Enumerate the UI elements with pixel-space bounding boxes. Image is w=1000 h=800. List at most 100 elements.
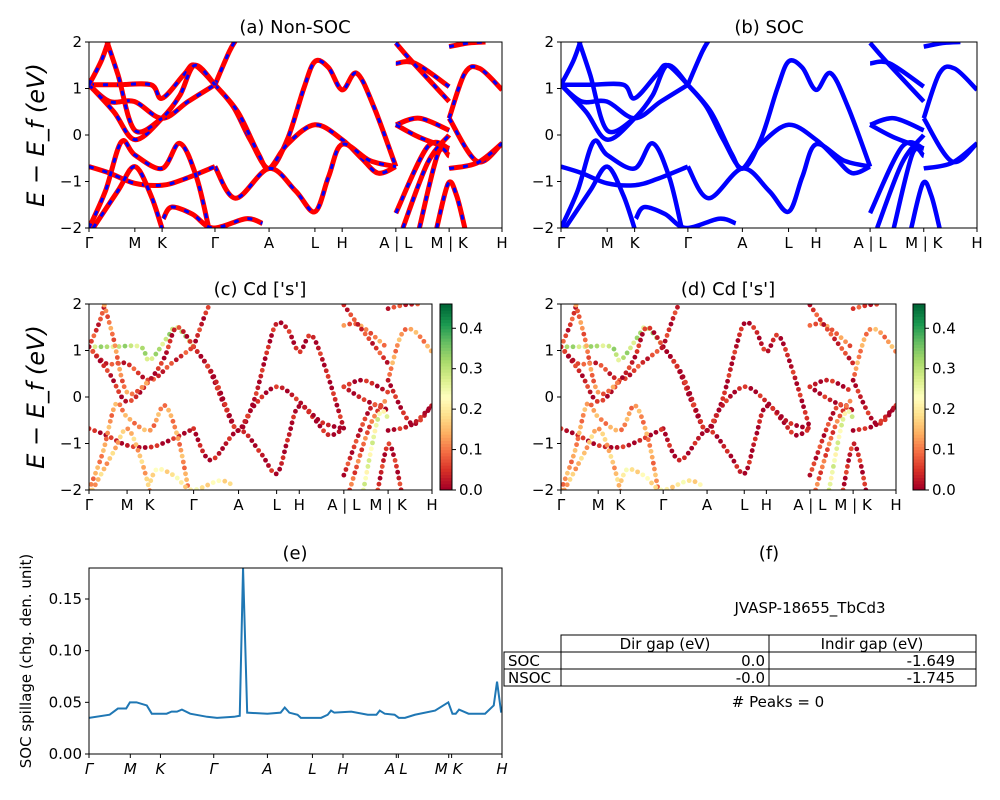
projection-point [696, 413, 701, 419]
xtick-label-a: A [264, 234, 275, 252]
projection-point [262, 356, 268, 362]
projection-point [362, 416, 368, 422]
projection-point [637, 437, 643, 443]
projection-point [171, 327, 177, 333]
projection-point [631, 368, 637, 374]
projection-point [838, 335, 844, 341]
projection-point [235, 428, 241, 433]
projection-point [868, 415, 874, 421]
projection-point [116, 389, 122, 395]
band-line [909, 179, 942, 228]
colorbar-segment [913, 428, 925, 432]
projection-point [644, 431, 650, 437]
projection-point [227, 436, 232, 442]
row-label-soc: SOC [508, 652, 540, 670]
projection-point [391, 354, 397, 360]
projection-point [96, 322, 101, 328]
projection-point [259, 394, 265, 400]
projection-point [92, 482, 98, 488]
projection-point [574, 442, 579, 448]
projection-point [113, 383, 119, 389]
projection-point [561, 426, 564, 432]
colorbar-c: 0.0 0.1 0.2 0.3 0.4 [439, 303, 483, 499]
projection-point [868, 304, 874, 308]
projection-point [573, 304, 579, 308]
projection-point [631, 340, 637, 346]
projection-point [570, 453, 576, 459]
projection-point [329, 385, 335, 391]
projection-point [840, 416, 846, 422]
projection-point [843, 339, 848, 345]
projection-point [595, 389, 601, 395]
colorbar-segment [440, 372, 452, 376]
band-line [434, 179, 468, 228]
projection-point [862, 304, 868, 309]
projection-point [383, 446, 389, 452]
projection-point [606, 448, 612, 454]
projection-point [802, 410, 808, 415]
projection-point [258, 373, 264, 379]
colorbar-segment [913, 362, 925, 367]
projection-point [207, 457, 213, 463]
colorbar-segment [440, 397, 452, 401]
xtick-label-d: A | L [793, 496, 827, 514]
projection-point [229, 418, 235, 424]
colorbar-segment [440, 403, 452, 407]
projection-point [850, 428, 856, 433]
projection-point [101, 466, 107, 472]
colorbar-segment [440, 437, 452, 441]
projection-point [614, 445, 620, 450]
colorbar-segment [913, 452, 925, 457]
projection-point [878, 330, 883, 336]
projection-point [581, 331, 587, 337]
colorbar-segment [913, 331, 925, 336]
projection-point [741, 321, 747, 327]
projection-point [103, 436, 109, 442]
band-line-dash [89, 165, 216, 188]
projection-point [264, 350, 270, 356]
projection-point [610, 384, 616, 390]
ytick-label-e: 0.05 [49, 693, 82, 711]
colorbar-segment [440, 325, 452, 330]
projection-point [241, 429, 247, 435]
projection-point [408, 326, 414, 332]
projection-point [249, 438, 255, 443]
projection-point [704, 428, 710, 433]
projection-point [109, 361, 115, 367]
projection-point [650, 460, 656, 466]
xtick-label-e: A [261, 760, 272, 778]
projection-point [774, 409, 780, 415]
projection-point [714, 434, 720, 439]
projection-point [357, 427, 363, 433]
projection-point [194, 349, 200, 354]
colorbar-segment [913, 359, 925, 364]
colorbar-segment [440, 328, 452, 333]
projection-point [613, 427, 619, 433]
projection-point [117, 434, 123, 440]
projection-point [365, 464, 371, 469]
projection-point [665, 437, 670, 443]
projection-point [116, 361, 121, 366]
projection-point [291, 414, 296, 420]
projection-point [616, 482, 622, 488]
colorbar-segment [913, 418, 925, 423]
projection-point [882, 334, 888, 340]
projection-point [245, 433, 251, 439]
xtick-label-e: L [399, 760, 407, 778]
projection-point [184, 477, 189, 483]
projection-point [394, 463, 399, 469]
projection-point [344, 307, 350, 313]
projection-point [580, 435, 586, 441]
projection-point [640, 360, 646, 365]
projection-point [428, 348, 432, 354]
projection-point [216, 451, 222, 456]
projection-point [404, 415, 409, 421]
projection-point [728, 453, 734, 459]
projection-point [296, 404, 302, 409]
colorbar-segment [913, 319, 925, 324]
colorbar-segment [440, 471, 452, 475]
projection-point [105, 430, 111, 436]
projection-point [567, 465, 572, 470]
projection-point [850, 306, 856, 312]
projection-point [352, 379, 358, 385]
